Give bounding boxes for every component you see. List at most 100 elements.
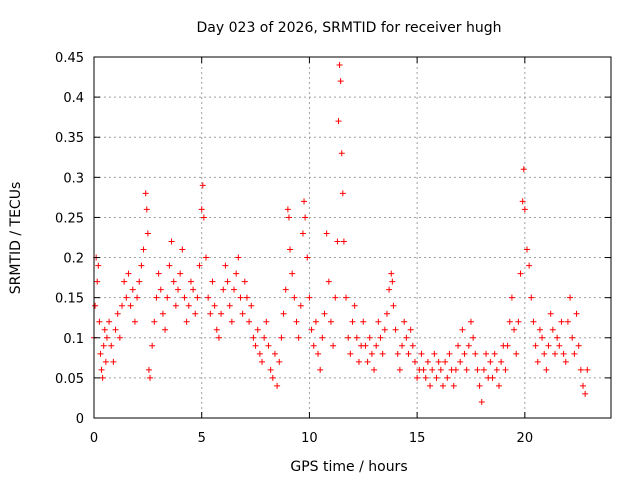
data-point <box>203 254 210 261</box>
data-point <box>235 254 242 261</box>
data-point <box>231 286 238 293</box>
data-point <box>536 326 543 333</box>
data-point <box>123 294 130 301</box>
chart-title: Day 023 of 2026, SRMTID for receiver hug… <box>197 20 502 36</box>
x-tick-label: 10 <box>301 431 318 446</box>
data-point <box>515 318 522 325</box>
data-point <box>287 246 294 253</box>
data-point <box>102 358 109 365</box>
data-point <box>506 318 513 325</box>
data-point <box>392 326 399 333</box>
data-point <box>334 238 341 245</box>
data-point <box>511 326 518 333</box>
data-point <box>394 350 401 357</box>
data-point <box>495 382 502 389</box>
data-point <box>429 366 436 373</box>
data-point <box>129 286 136 293</box>
y-tick-label: 0.2 <box>63 252 84 267</box>
data-point <box>455 342 462 349</box>
y-tick-label: 0.25 <box>55 211 84 226</box>
y-axis-label: SRMTID / TECUs <box>8 182 24 295</box>
data-point <box>151 318 158 325</box>
data-point <box>116 334 123 341</box>
data-point <box>338 150 345 157</box>
data-point <box>310 342 317 349</box>
data-point <box>224 278 231 285</box>
data-point <box>145 366 152 373</box>
data-point <box>271 350 278 357</box>
data-point <box>335 118 342 125</box>
data-point <box>94 278 101 285</box>
data-point <box>373 342 380 349</box>
data-point <box>551 350 558 357</box>
data-point <box>138 262 145 269</box>
data-point <box>99 374 106 381</box>
data-point <box>396 366 403 373</box>
data-point <box>573 310 580 317</box>
data-point <box>200 214 207 221</box>
data-point <box>213 326 220 333</box>
data-point <box>327 318 334 325</box>
data-point <box>330 342 337 349</box>
data-point <box>284 206 291 213</box>
data-point <box>554 334 561 341</box>
data-point <box>336 62 343 69</box>
data-point <box>480 366 487 373</box>
data-point <box>190 286 197 293</box>
data-point <box>513 350 520 357</box>
data-point <box>386 286 393 293</box>
data-point <box>547 310 554 317</box>
data-point <box>237 294 244 301</box>
data-point <box>103 334 110 341</box>
data-point <box>317 366 324 373</box>
data-point <box>198 206 205 213</box>
y-tick-label: 0.15 <box>55 292 84 307</box>
data-point <box>401 318 408 325</box>
data-point <box>508 294 515 301</box>
data-point <box>177 270 184 277</box>
data-point <box>435 358 442 365</box>
data-point <box>345 334 352 341</box>
data-point <box>420 366 427 373</box>
data-point <box>414 374 421 381</box>
data-point <box>199 182 206 189</box>
data-point <box>243 294 250 301</box>
data-point <box>444 374 451 381</box>
data-point <box>106 318 113 325</box>
data-point <box>493 366 500 373</box>
data-point <box>218 310 225 317</box>
data-point <box>337 78 344 85</box>
data-point <box>306 294 313 301</box>
data-point <box>347 350 354 357</box>
data-point <box>560 350 567 357</box>
data-point <box>422 374 429 381</box>
data-point <box>153 294 160 301</box>
data-point <box>250 334 257 341</box>
data-point <box>155 270 162 277</box>
data-point <box>97 350 104 357</box>
data-point <box>274 382 281 389</box>
data-point <box>470 334 477 341</box>
data-point <box>209 278 216 285</box>
data-point <box>339 190 346 197</box>
data-point <box>442 358 449 365</box>
data-point <box>360 318 367 325</box>
data-point <box>295 334 302 341</box>
data-point <box>168 238 175 245</box>
data-point <box>215 334 222 341</box>
data-point <box>368 350 375 357</box>
data-point <box>226 302 233 309</box>
data-point <box>340 238 347 245</box>
data-point <box>459 326 466 333</box>
data-point <box>571 350 578 357</box>
data-point <box>241 278 248 285</box>
data-point <box>472 350 479 357</box>
data-point <box>142 190 149 197</box>
data-point <box>405 350 412 357</box>
data-point <box>301 198 308 205</box>
data-point <box>187 278 194 285</box>
data-point <box>248 302 255 309</box>
data-point <box>263 318 270 325</box>
x-tick-label: 0 <box>90 431 98 446</box>
data-point <box>101 326 108 333</box>
